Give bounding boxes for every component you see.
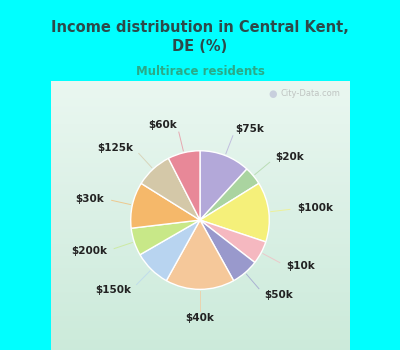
Text: ●: ● [269, 89, 277, 99]
Text: $40k: $40k [186, 313, 214, 323]
Wedge shape [200, 151, 247, 220]
Text: Income distribution in Central Kent,
DE (%): Income distribution in Central Kent, DE … [51, 20, 349, 54]
Text: $100k: $100k [298, 203, 334, 214]
Wedge shape [131, 220, 200, 255]
Wedge shape [200, 220, 255, 281]
Wedge shape [140, 220, 200, 281]
Text: City-Data.com: City-Data.com [280, 89, 340, 98]
Wedge shape [141, 158, 200, 220]
Wedge shape [166, 220, 234, 289]
Wedge shape [200, 220, 266, 262]
Text: $150k: $150k [95, 285, 131, 295]
Text: $30k: $30k [76, 194, 104, 204]
Text: $60k: $60k [148, 120, 177, 130]
Text: $10k: $10k [287, 261, 315, 271]
Text: $20k: $20k [276, 152, 304, 162]
Wedge shape [200, 169, 259, 220]
Text: $200k: $200k [71, 246, 107, 256]
Text: Multirace residents: Multirace residents [136, 65, 264, 78]
Wedge shape [200, 183, 269, 242]
Text: $50k: $50k [264, 289, 293, 300]
Text: $125k: $125k [98, 143, 134, 153]
Wedge shape [168, 151, 200, 220]
Wedge shape [131, 183, 200, 228]
Text: $75k: $75k [236, 124, 264, 134]
